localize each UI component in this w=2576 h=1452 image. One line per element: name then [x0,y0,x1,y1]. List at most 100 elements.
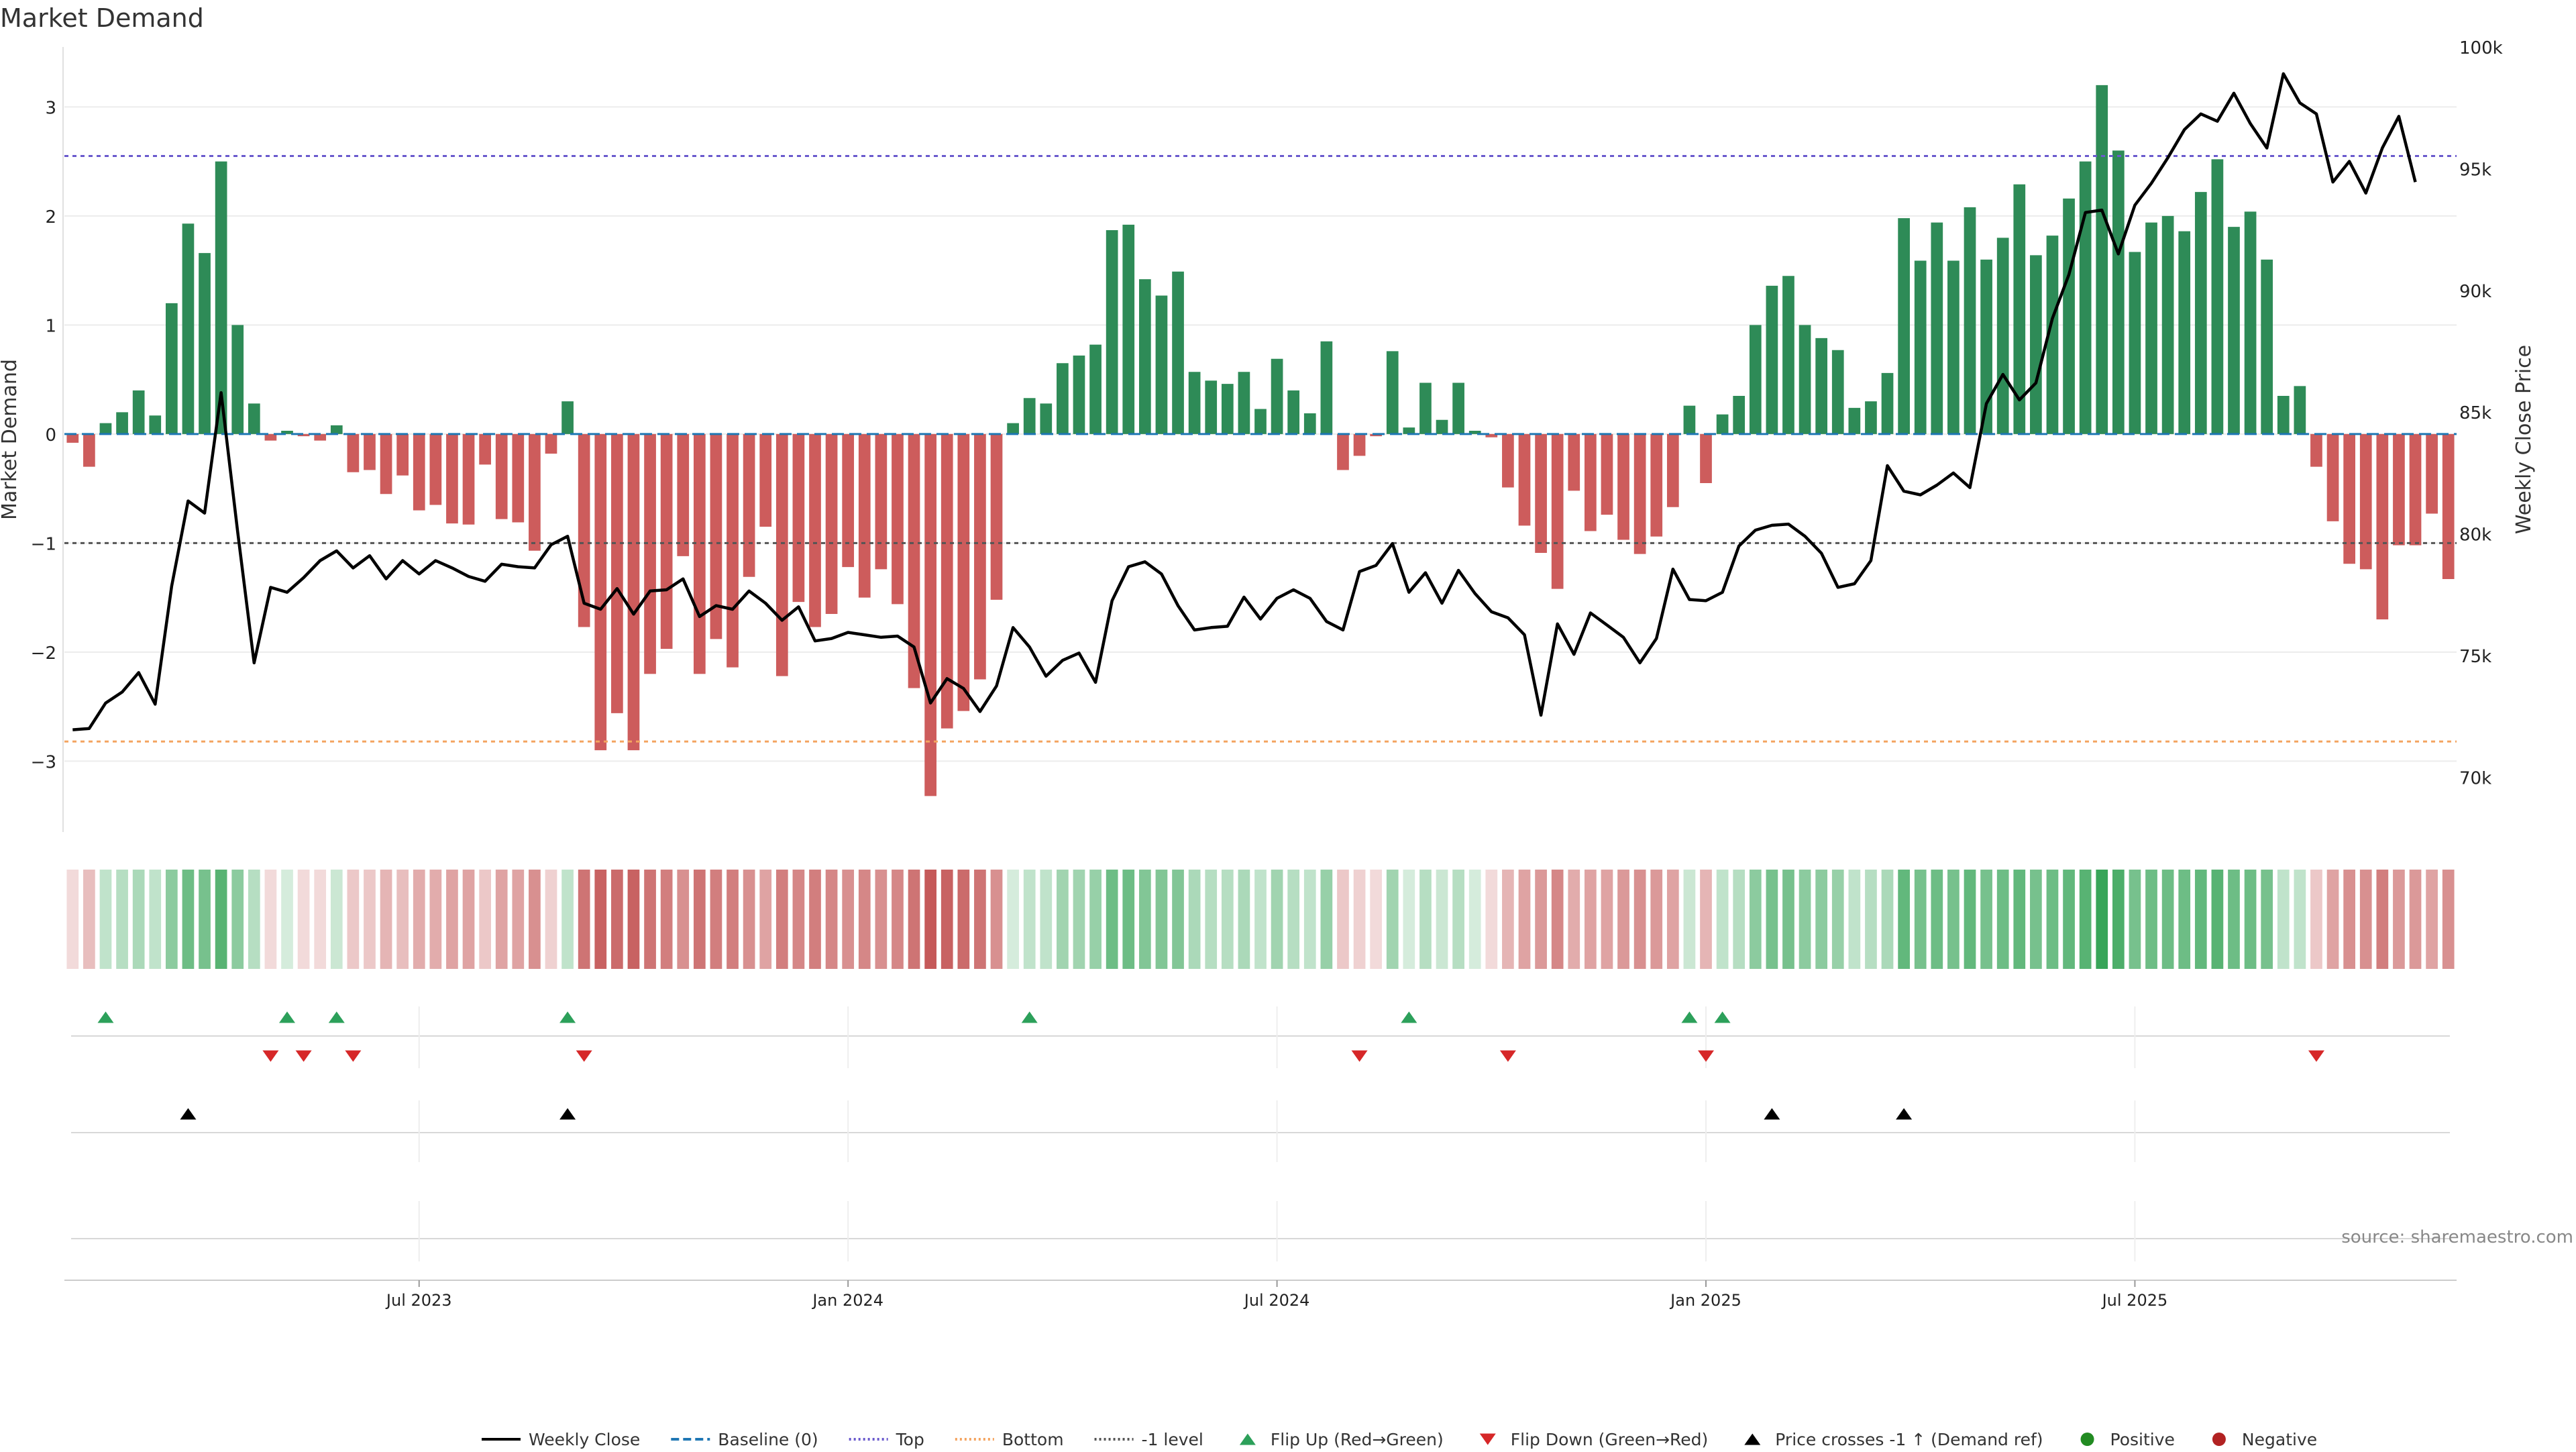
demand-heat-cell [1848,870,1861,969]
y-tick-label: 3 [45,98,56,118]
legend-label: Price crosses -1 ↑ (Demand ref) [1775,1430,2043,1449]
demand-heat-cell [1303,870,1316,969]
demand-bar [1057,363,1069,434]
demand-bar [297,433,310,437]
demand-bar [1353,433,1366,456]
demand-heat-cell [924,870,936,969]
demand-bar [710,433,722,639]
demand-bar [1799,325,1811,434]
y-tick-label: 2 [45,207,56,227]
demand-heat-cell [2063,870,2075,969]
demand-heat-cell [330,870,343,969]
demand-bar [2326,433,2339,521]
demand-bar [330,425,343,434]
demand-bar [364,433,376,470]
legend-label: Negative [2242,1430,2317,1449]
demand-heat-cell [297,870,310,969]
demand-bar [908,433,920,688]
demand-heat-cell [1733,870,1746,969]
y2-tick-label: 75k [2459,647,2491,667]
demand-bar [1666,433,1679,507]
demand-heat-cell [462,870,475,969]
demand-bar [83,433,95,467]
demand-heat-cell [364,870,376,969]
y-tick-label: −3 [31,752,56,772]
demand-bar [1815,338,1828,434]
demand-bar [1485,433,1498,437]
demand-bar [1023,398,1036,434]
demand-bar [479,433,491,465]
demand-heat-cell [1568,870,1580,969]
demand-bar [264,433,277,441]
demand-bar [2277,396,2290,434]
demand-heat-cell [2161,870,2174,969]
demand-heat-cell [1089,870,1102,969]
legend-label: Flip Down (Green→Red) [1511,1430,1709,1449]
demand-heat-cell [231,870,244,969]
legend-label: Flip Up (Red→Green) [1271,1430,1444,1449]
demand-bar [529,433,541,551]
demand-heat-cell [1964,870,1976,969]
chart-title: Market Demand [0,3,204,33]
demand-bar [2359,433,2372,570]
demand-heat-cell [842,870,855,969]
demand-heat-cell [1766,870,1778,969]
demand-heat-cell [166,870,178,969]
demand-bar [446,433,458,524]
demand-heat-cell [1502,870,1514,969]
y2-tick-label: 80k [2459,525,2491,546]
demand-bar [1633,433,1646,554]
demand-bar [1947,260,1960,434]
demand-heat-cell [2294,870,2306,969]
legend: Weekly Close Baseline (0) Top Bottom -1 leve… [482,1430,2317,1449]
demand-bar [2294,386,2306,434]
demand-bar [2261,259,2273,434]
demand-bar [677,433,690,556]
demand-bar [561,401,574,434]
demand-bar [1089,344,1102,434]
demand-heat-cell [1155,870,1168,969]
legend-label: -1 level [1142,1430,1203,1449]
demand-heat-cell [1585,870,1597,969]
demand-bar [1964,207,1976,434]
demand-bar [1122,224,1135,434]
demand-bar [2161,215,2174,434]
demand-heat-cell [677,870,690,969]
demand-heat-cell [1138,870,1151,969]
demand-heat-cell [1057,870,1069,969]
demand-bar [627,433,640,751]
flip-up-marker [279,1011,296,1023]
demand-heat-cell [644,870,656,969]
demand-bar [957,433,970,711]
demand-heat-cell [1436,870,1448,969]
demand-heat-cell [2129,870,2141,969]
demand-bar [231,325,244,434]
demand-heat-cell [248,870,260,969]
demand-heat-cell [594,870,607,969]
demand-heat-cell [908,870,920,969]
demand-heat-cell [2376,870,2389,969]
demand-bar [1221,384,1234,434]
demand-heat-cell [1023,870,1036,969]
demand-bar [413,433,425,511]
demand-heat-cell [957,870,970,969]
demand-bar [1172,271,1184,434]
demand-heat-cell [2442,870,2455,969]
demand-heat-cell [182,870,195,969]
legend-dot-swatch [2212,1433,2226,1446]
price-cross-marker [1764,1108,1780,1120]
legend-label: Baseline (0) [718,1430,818,1449]
demand-bar [347,433,360,472]
demand-bar [1188,372,1201,434]
demand-bar [132,390,145,434]
demand-bar [2013,184,2026,434]
flip-up-marker [1714,1011,1731,1023]
demand-heat-cell [2343,870,2355,969]
demand-bar [1782,276,1794,434]
demand-bar [1238,372,1250,434]
demand-heat-cell [1666,870,1679,969]
demand-heat-cell [1320,870,1333,969]
demand-heat-cell [1205,870,1218,969]
demand-heat-cell [809,870,821,969]
demand-heat-cell [611,870,623,969]
